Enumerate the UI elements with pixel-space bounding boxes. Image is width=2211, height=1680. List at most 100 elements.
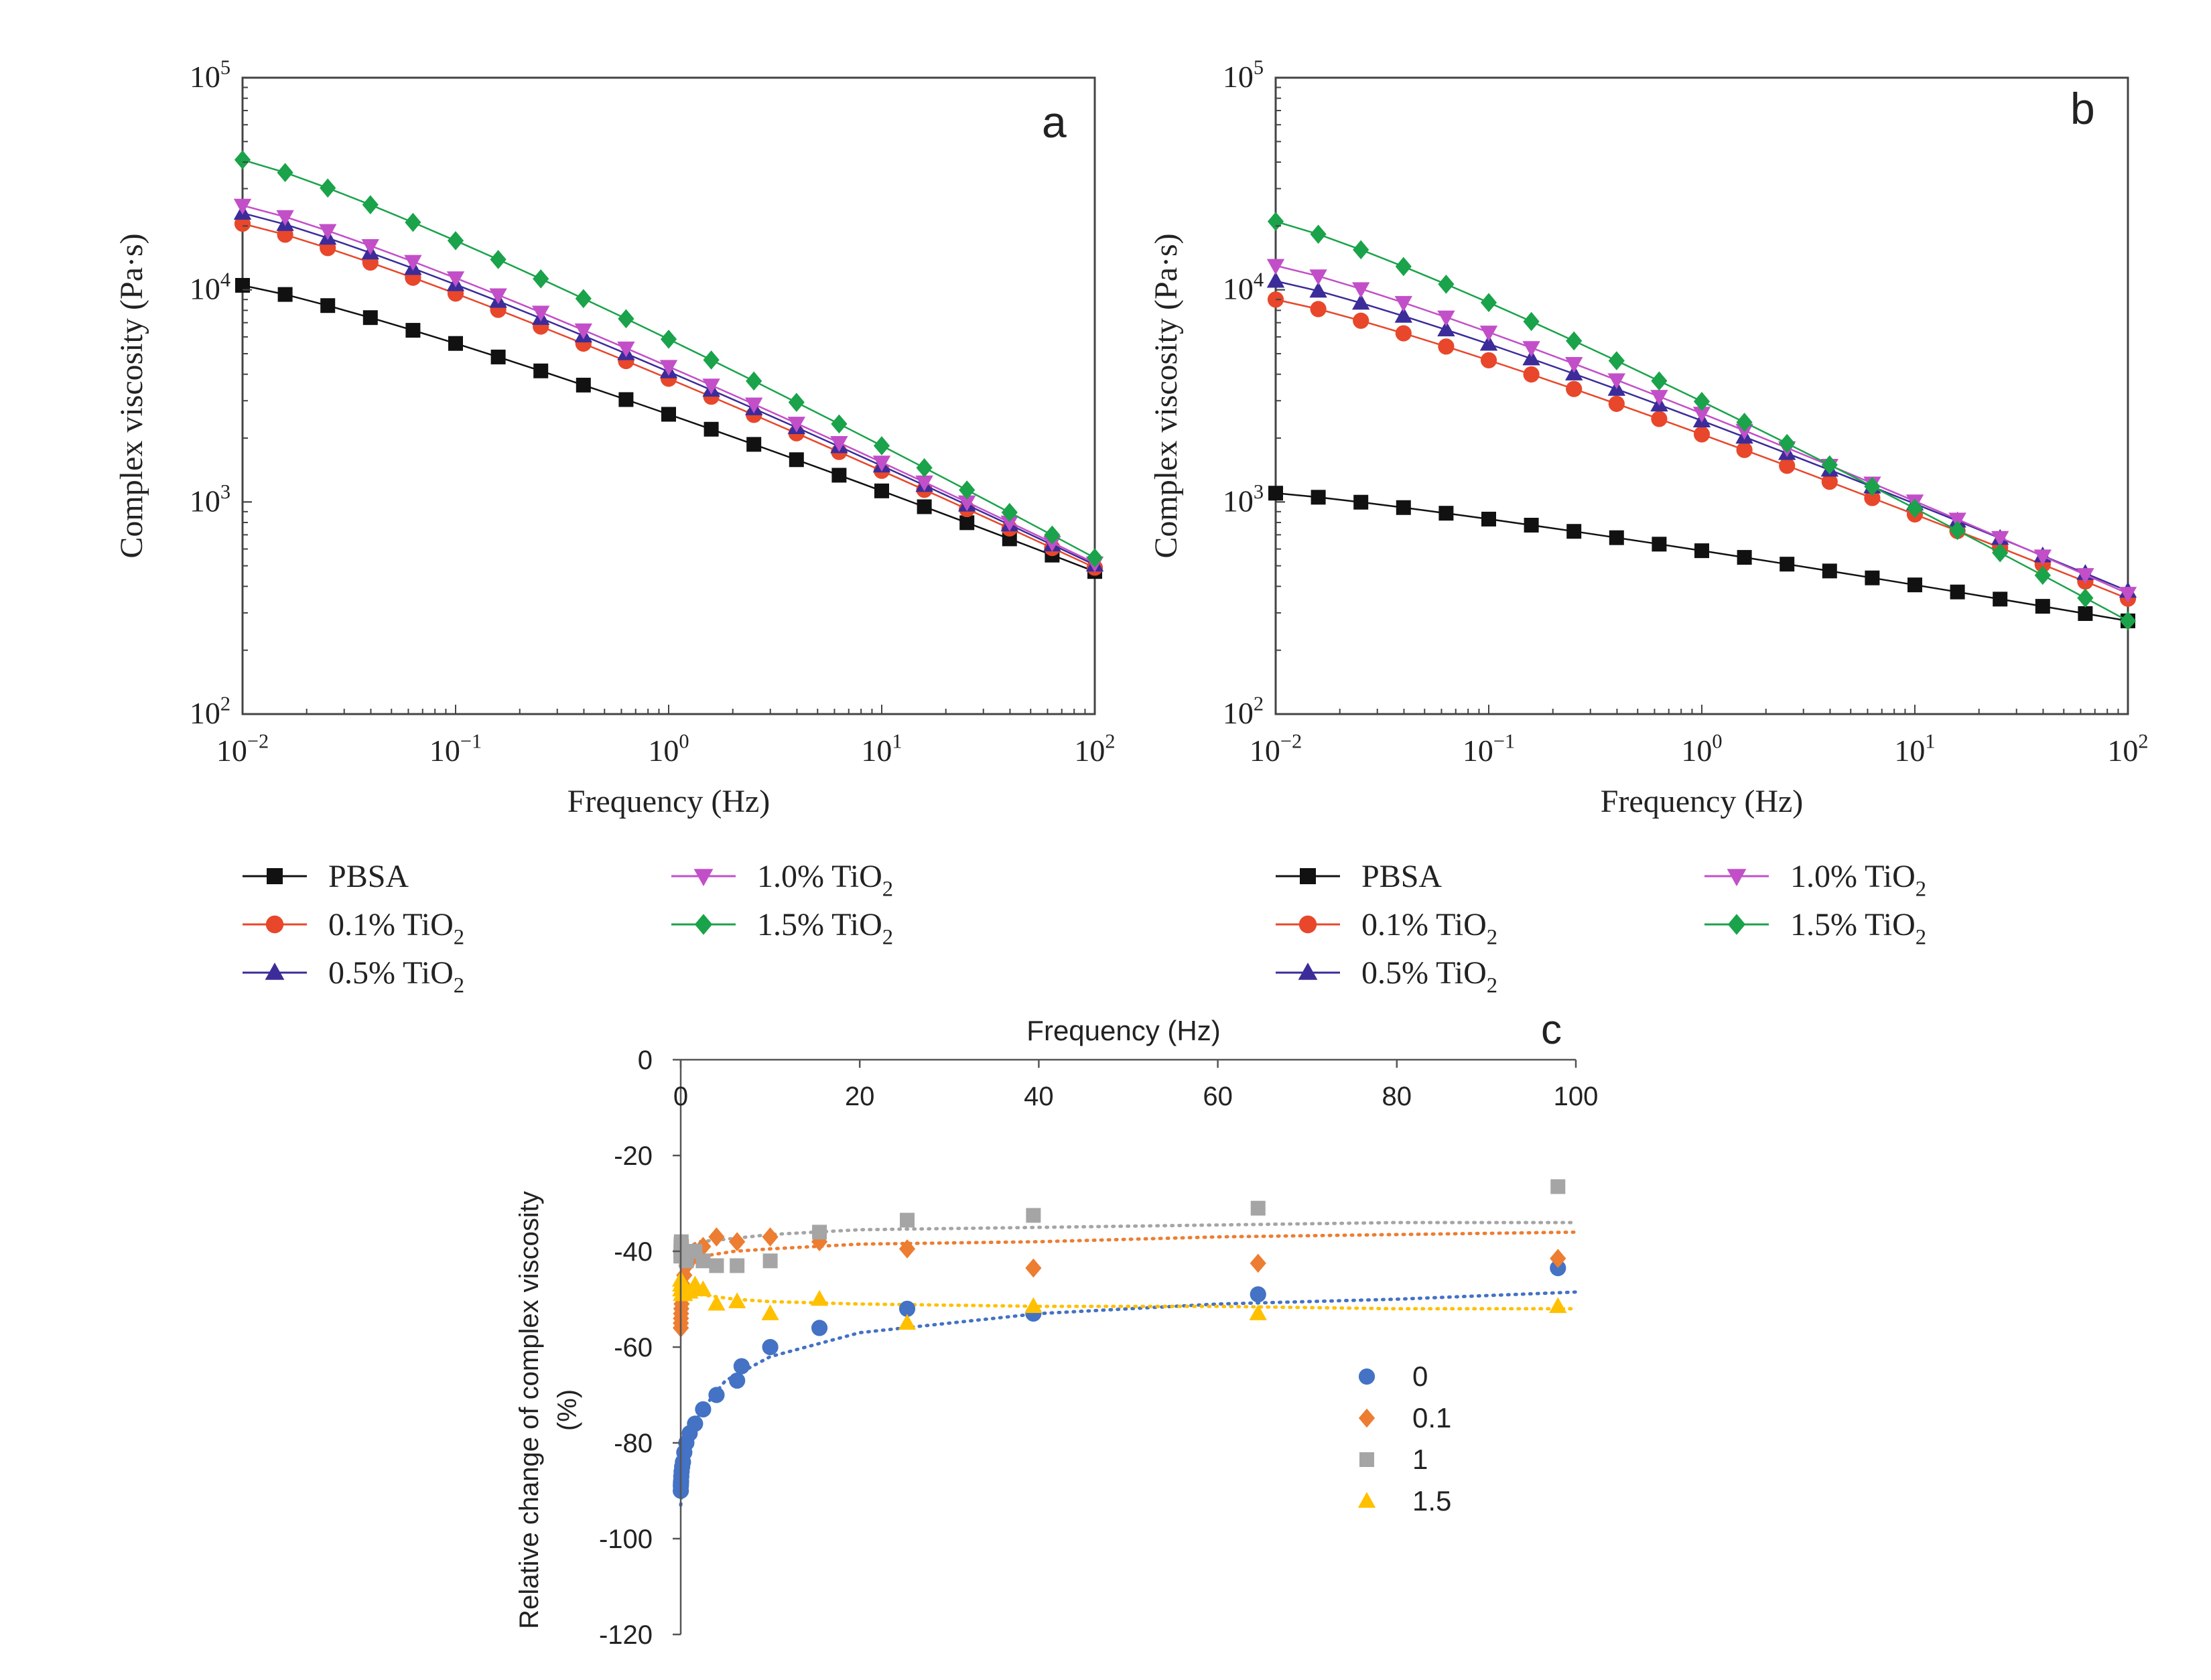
- data-point: [2034, 565, 2051, 585]
- data-point: [1608, 351, 1625, 370]
- data-point: [1780, 557, 1795, 572]
- data-point: [1438, 506, 1454, 521]
- data-point: [2035, 599, 2050, 614]
- data-point: [2078, 606, 2093, 621]
- data-point: [1650, 390, 1668, 406]
- data-point: [1566, 380, 1583, 397]
- data-point: [404, 255, 422, 271]
- data-point: [320, 178, 336, 198]
- data-point: [745, 397, 763, 414]
- legend-marker: [1727, 914, 1746, 935]
- legend-label: 0.1% TiO2: [328, 907, 464, 949]
- data-point: [1549, 1297, 1567, 1314]
- data-point: [1396, 500, 1411, 515]
- data-point: [1310, 224, 1327, 244]
- data-point: [1395, 325, 1412, 342]
- data-point: [831, 414, 848, 434]
- data-point: [1524, 517, 1539, 533]
- data-point: [533, 269, 549, 289]
- x-tick-label: 20: [845, 1082, 875, 1111]
- panel-b-series-layer: [1266, 212, 2137, 631]
- data-point: [234, 150, 251, 169]
- data-point: [1992, 543, 2009, 563]
- data-point: [1736, 413, 1753, 432]
- data-point: [574, 323, 592, 340]
- data-point: [1607, 373, 1625, 389]
- panel-a-legend: PBSA 1.0% TiO2 0.1% TiO2 1.5% TiO2 0.5% TiO2: [243, 859, 893, 997]
- data-point: [729, 1232, 746, 1251]
- y-tick-label: -100: [599, 1525, 653, 1554]
- data-point: [1437, 320, 1455, 337]
- data-point: [788, 393, 805, 412]
- legend-label: 0: [1412, 1360, 1428, 1392]
- data-point: [1394, 307, 1412, 323]
- data-point: [694, 1280, 712, 1297]
- data-point: [618, 309, 634, 329]
- x-tick-label: 60: [1203, 1082, 1233, 1111]
- data-point: [1025, 1258, 1042, 1278]
- data-point: [872, 456, 891, 472]
- panel-a-x-axis-label: Frequency (Hz): [567, 784, 770, 819]
- data-point: [659, 360, 678, 376]
- data-point: [708, 1387, 725, 1403]
- legend-marker: [1357, 1492, 1376, 1508]
- x-tick-label: 100: [1554, 1082, 1599, 1111]
- data-point: [1481, 511, 1496, 527]
- legend-marker: [265, 915, 284, 934]
- data-point: [1024, 1297, 1043, 1314]
- x-tick-label: 101: [1894, 730, 1935, 768]
- data-point: [916, 458, 933, 478]
- trendline: [679, 1220, 1578, 1253]
- data-point: [1779, 458, 1796, 474]
- data-point: [1394, 295, 1412, 312]
- x-tick-label: 102: [1074, 730, 1115, 768]
- data-point: [1250, 1286, 1266, 1303]
- panel-b-chart: 10−2 10−1 100 101 102 102 103 104 105 b Frequenc…: [1148, 56, 2149, 998]
- legend-label: 1: [1412, 1444, 1428, 1475]
- panel-b-x-axis-label: Frequency (Hz): [1601, 784, 1804, 819]
- data-point: [1993, 591, 2008, 607]
- data-point: [709, 1258, 724, 1273]
- data-point: [1693, 392, 1711, 411]
- data-point: [1480, 293, 1497, 313]
- y-tick-label: 105: [190, 56, 230, 94]
- data-point: [2076, 568, 2094, 584]
- data-point: [576, 377, 591, 393]
- y-tick-label: 105: [1223, 56, 1264, 94]
- data-point: [762, 1253, 778, 1269]
- y-tick-label: 104: [190, 268, 230, 305]
- data-point: [2077, 588, 2094, 608]
- x-tick-label: 10−2: [1250, 730, 1302, 768]
- panel-c-chart: 0 20 40 60 80 100 0 -20 -40 -60 -80 -100 -120 c Freq…: [515, 1007, 1598, 1650]
- data-point: [730, 1258, 745, 1273]
- y-tick-label: 104: [1223, 268, 1264, 305]
- y-tick-label: 102: [190, 693, 230, 730]
- x-tick-label: 40: [1024, 1082, 1054, 1111]
- data-point: [489, 288, 507, 305]
- legend-marker: [1727, 869, 1747, 886]
- data-point: [898, 1300, 916, 1317]
- data-point: [1480, 352, 1497, 368]
- panel-c-x-axis-label: Frequency (Hz): [1026, 1015, 1220, 1046]
- data-point: [900, 1212, 915, 1228]
- legend-label: 0.5% TiO2: [1361, 955, 1497, 997]
- data-point: [277, 163, 293, 182]
- data-point: [2119, 611, 2137, 631]
- data-point: [1353, 312, 1369, 329]
- data-point: [746, 371, 762, 391]
- data-point: [405, 323, 421, 338]
- y-tick-label: 0: [638, 1046, 653, 1075]
- panel-a-y-axis-label: Complex viscosity (Pa·s): [114, 233, 149, 558]
- data-point: [1865, 570, 1880, 585]
- data-point: [1565, 357, 1583, 373]
- data-point: [1522, 349, 1540, 366]
- data-point: [708, 1227, 725, 1247]
- data-point: [1522, 341, 1540, 357]
- legend-marker: [693, 869, 714, 886]
- data-point: [958, 495, 976, 512]
- legend-marker: [1298, 915, 1317, 934]
- x-tick-label: 101: [861, 730, 902, 768]
- data-point: [1249, 1304, 1267, 1320]
- panel-c-trendlines: [679, 1220, 1578, 1507]
- y-tick-label: -60: [614, 1333, 653, 1362]
